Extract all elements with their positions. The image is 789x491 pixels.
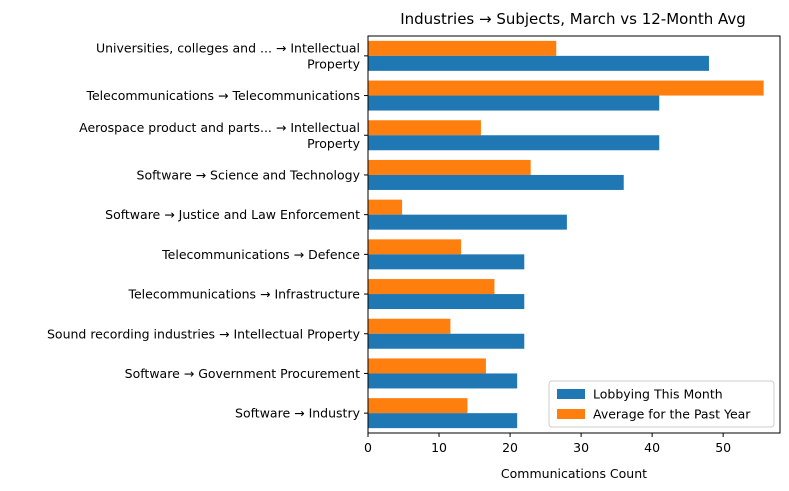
y-tick-label-line: Property bbox=[307, 56, 360, 71]
bar-average-past-year bbox=[368, 80, 764, 96]
x-tick-label: 40 bbox=[644, 440, 660, 455]
bar-average-past-year bbox=[368, 318, 451, 334]
y-tick-label-line: Sound recording industries → Intellectua… bbox=[47, 326, 361, 341]
bar-lobbying-this-month bbox=[368, 373, 518, 389]
legend-box bbox=[548, 380, 775, 428]
legend: Lobbying This Month Average for the Past … bbox=[548, 380, 775, 428]
y-tick-label-line: Software → Industry bbox=[235, 406, 361, 421]
x-axis-label: Communications Count bbox=[501, 466, 647, 481]
legend-swatch bbox=[557, 389, 585, 399]
plot-frame bbox=[367, 35, 781, 434]
bar-average-past-year bbox=[368, 398, 468, 414]
x-tick-label: 0 bbox=[364, 440, 372, 455]
bar-average-past-year bbox=[368, 159, 531, 175]
bar-lobbying-this-month bbox=[368, 95, 660, 111]
bar-lobbying-this-month bbox=[368, 254, 525, 270]
y-tick-label-line: Aerospace product and parts... → Intelle… bbox=[79, 120, 360, 135]
x-axis: 0 10 20 30 40 50 bbox=[364, 433, 731, 455]
y-tick-label-line: Telecommunications → Telecommunications bbox=[85, 88, 360, 103]
legend-label: Lobbying This Month bbox=[593, 387, 723, 402]
x-tick-label: 20 bbox=[502, 440, 518, 455]
bar-lobbying-this-month bbox=[368, 294, 525, 310]
y-tick-label: Software → Industry bbox=[235, 406, 361, 421]
bar-lobbying-this-month bbox=[368, 55, 709, 71]
x-tick-label: 50 bbox=[715, 440, 731, 455]
x-tick-label: 10 bbox=[431, 440, 447, 455]
y-tick-label: Universities, colleges and ... → Intelle… bbox=[96, 40, 361, 71]
bar-average-past-year bbox=[368, 120, 481, 136]
y-tick-label-line: Software → Science and Technology bbox=[137, 167, 361, 182]
y-tick-label: Software → Government Procurement bbox=[125, 366, 360, 381]
bar-average-past-year bbox=[368, 279, 495, 295]
bar-average-past-year bbox=[368, 199, 403, 215]
y-tick-label-line: Property bbox=[307, 136, 360, 151]
y-tick-label-line: Telecommunications → Infrastructure bbox=[127, 287, 360, 302]
y-tick-label-line: Software → Government Procurement bbox=[125, 366, 360, 381]
y-tick-label-line: Telecommunications → Defence bbox=[161, 247, 360, 262]
y-tick-label-line: Software → Justice and Law Enforcement bbox=[105, 207, 360, 222]
y-tick-label: Telecommunications → Infrastructure bbox=[127, 287, 360, 302]
y-tick-label: Telecommunications → Telecommunications bbox=[85, 88, 360, 103]
bar-average-past-year bbox=[368, 40, 557, 56]
y-tick-label: Aerospace product and parts... → Intelle… bbox=[79, 120, 360, 151]
bar-lobbying-this-month bbox=[368, 214, 567, 230]
chart-title: Industries → Subjects, March vs 12-Month… bbox=[400, 10, 746, 28]
y-axis: Universities, colleges and ... → Intelle… bbox=[47, 40, 368, 421]
legend-swatch bbox=[557, 409, 585, 419]
bar-average-past-year bbox=[368, 239, 462, 255]
bar-lobbying-this-month bbox=[368, 135, 660, 151]
y-tick-label: Software → Justice and Law Enforcement bbox=[105, 207, 360, 222]
x-tick-label: 30 bbox=[573, 440, 589, 455]
bar-lobbying-this-month bbox=[368, 174, 624, 190]
y-tick-label: Telecommunications → Defence bbox=[161, 247, 360, 262]
plot-area bbox=[368, 40, 764, 429]
y-tick-label: Software → Science and Technology bbox=[137, 167, 361, 182]
bar-lobbying-this-month bbox=[368, 333, 525, 349]
y-tick-label-line: Universities, colleges and ... → Intelle… bbox=[96, 40, 360, 55]
y-tick-label: Sound recording industries → Intellectua… bbox=[47, 326, 361, 341]
bar-lobbying-this-month bbox=[368, 413, 518, 429]
legend-label: Average for the Past Year bbox=[593, 407, 751, 422]
bar-average-past-year bbox=[368, 358, 486, 374]
